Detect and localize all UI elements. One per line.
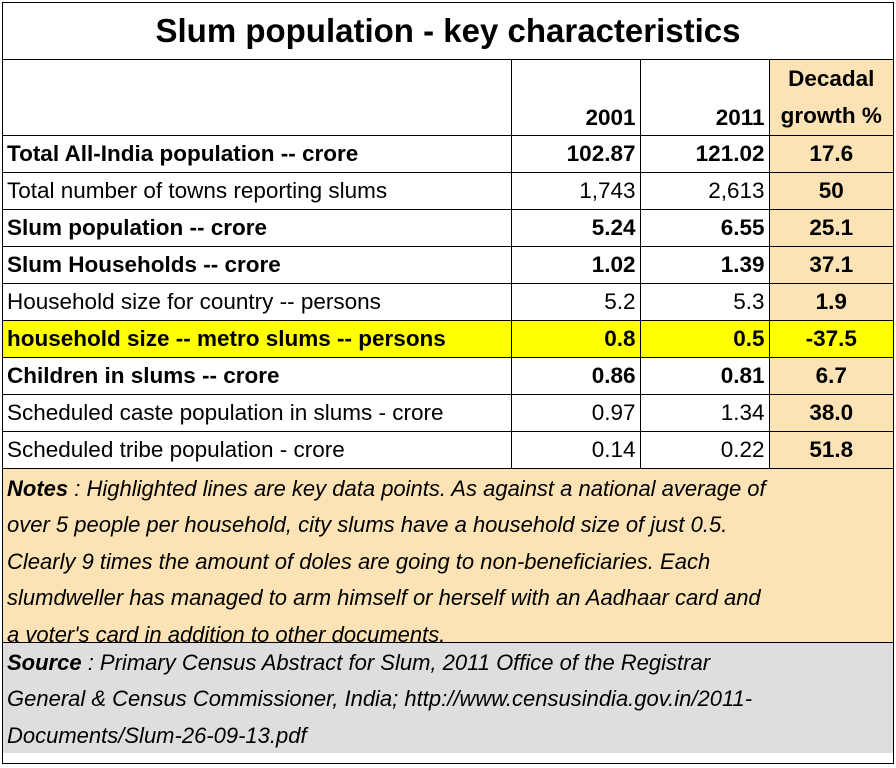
row-value-2001: 102.87 (510, 134, 641, 173)
header-growth-line2: growth % (780, 103, 882, 129)
table-row: Total All-India population -- crore 102.8… (3, 134, 893, 173)
table-header-row: 2001 2011 Decadal growth % (3, 60, 893, 136)
row-value-growth: 50 (768, 171, 893, 210)
row-value-2011: 2,613 (639, 171, 770, 210)
row-value-growth: 51.8 (768, 430, 893, 469)
table-row: Children in slums -- crore 0.86 0.81 6.7 (3, 356, 893, 395)
header-label (3, 60, 512, 136)
row-label: Slum Households -- crore (3, 245, 512, 284)
notes-line-0: : Highlighted lines are key data points.… (68, 475, 766, 501)
row-value-2001: 5.24 (510, 208, 641, 247)
row-value-2011: 0.81 (639, 356, 770, 395)
table-row: Household size for country -- persons 5.2… (3, 282, 893, 321)
header-2011: 2011 (639, 60, 770, 136)
header-growth-line1: Decadal (788, 66, 875, 92)
row-label: Scheduled caste population in slums - cr… (3, 393, 512, 432)
notes-line-3: slumdweller has managed to arm himself o… (7, 585, 761, 610)
source-line-0: : Primary Census Abstract for Slum, 2011… (81, 649, 711, 675)
notes-label: Notes (7, 475, 69, 501)
row-label: Total number of towns reporting slums (3, 171, 512, 210)
row-value-2001: 1,743 (510, 171, 641, 210)
row-value-2001: 1.02 (510, 245, 641, 284)
row-label: Children in slums -- crore (3, 356, 512, 395)
row-value-growth: 1.9 (768, 282, 893, 321)
data-table: 2001 2011 Decadal growth % Total All-Ind… (3, 60, 893, 469)
source-line-1: General & Census Commissioner, India; ht… (7, 686, 753, 711)
table-row: household size -- metro slums -- persons… (3, 319, 893, 358)
table-row: Total number of towns reporting slums 1,7… (3, 171, 893, 210)
row-value-2001: 0.8 (510, 319, 641, 358)
row-value-growth: 37.1 (768, 245, 893, 284)
header-growth: Decadal growth % (768, 60, 893, 136)
row-value-2001: 0.97 (510, 393, 641, 432)
row-value-2011: 1.39 (639, 245, 770, 284)
page-title: Slum population - key characteristics (3, 3, 893, 60)
row-value-growth: 25.1 (768, 208, 893, 247)
row-value-2001: 0.86 (510, 356, 641, 395)
row-value-2011: 6.55 (639, 208, 770, 247)
header-2001: 2001 (510, 60, 641, 136)
table-row: Slum population -- crore 5.24 6.55 25.1 (3, 208, 893, 247)
row-value-growth: 38.0 (768, 393, 893, 432)
row-value-2001: 0.14 (510, 430, 641, 469)
row-value-growth: -37.5 (768, 319, 893, 358)
notes-line-4: a voter's card in addition to other docu… (7, 621, 446, 647)
source-label: Source (7, 649, 82, 675)
row-value-2011: 5.3 (639, 282, 770, 321)
row-value-2011: 121.02 (639, 134, 770, 173)
row-label: Household size for country -- persons (3, 282, 512, 321)
row-value-growth: 17.6 (768, 134, 893, 173)
table-row: Scheduled tribe population - crore 0.14 0.… (3, 430, 893, 469)
row-label: Scheduled tribe population - crore (3, 430, 512, 469)
table-row: Scheduled caste population in slums - cr… (3, 393, 893, 432)
source-line-2: Documents/Slum-26-09-13.pdf (7, 722, 307, 748)
row-label: household size -- metro slums -- persons (3, 319, 512, 358)
row-value-2011: 1.34 (639, 393, 770, 432)
table-row: Slum Households -- crore 1.02 1.39 37.1 (3, 245, 893, 284)
row-value-2011: 0.22 (639, 430, 770, 469)
notes-section: Notes : Highlighted lines are key data p… (3, 468, 893, 647)
row-value-2001: 5.2 (510, 282, 641, 321)
row-label: Slum population -- crore (3, 208, 512, 247)
row-value-growth: 6.7 (768, 356, 893, 395)
notes-line-2: Clearly 9 times the amount of doles are … (7, 548, 711, 574)
row-label: Total All-India population -- crore (3, 134, 512, 173)
notes-line-1: over 5 people per household, city slums … (7, 512, 728, 537)
source-section: Source : Primary Census Abstract for Slu… (3, 642, 893, 753)
row-value-2011: 0.5 (639, 319, 770, 358)
